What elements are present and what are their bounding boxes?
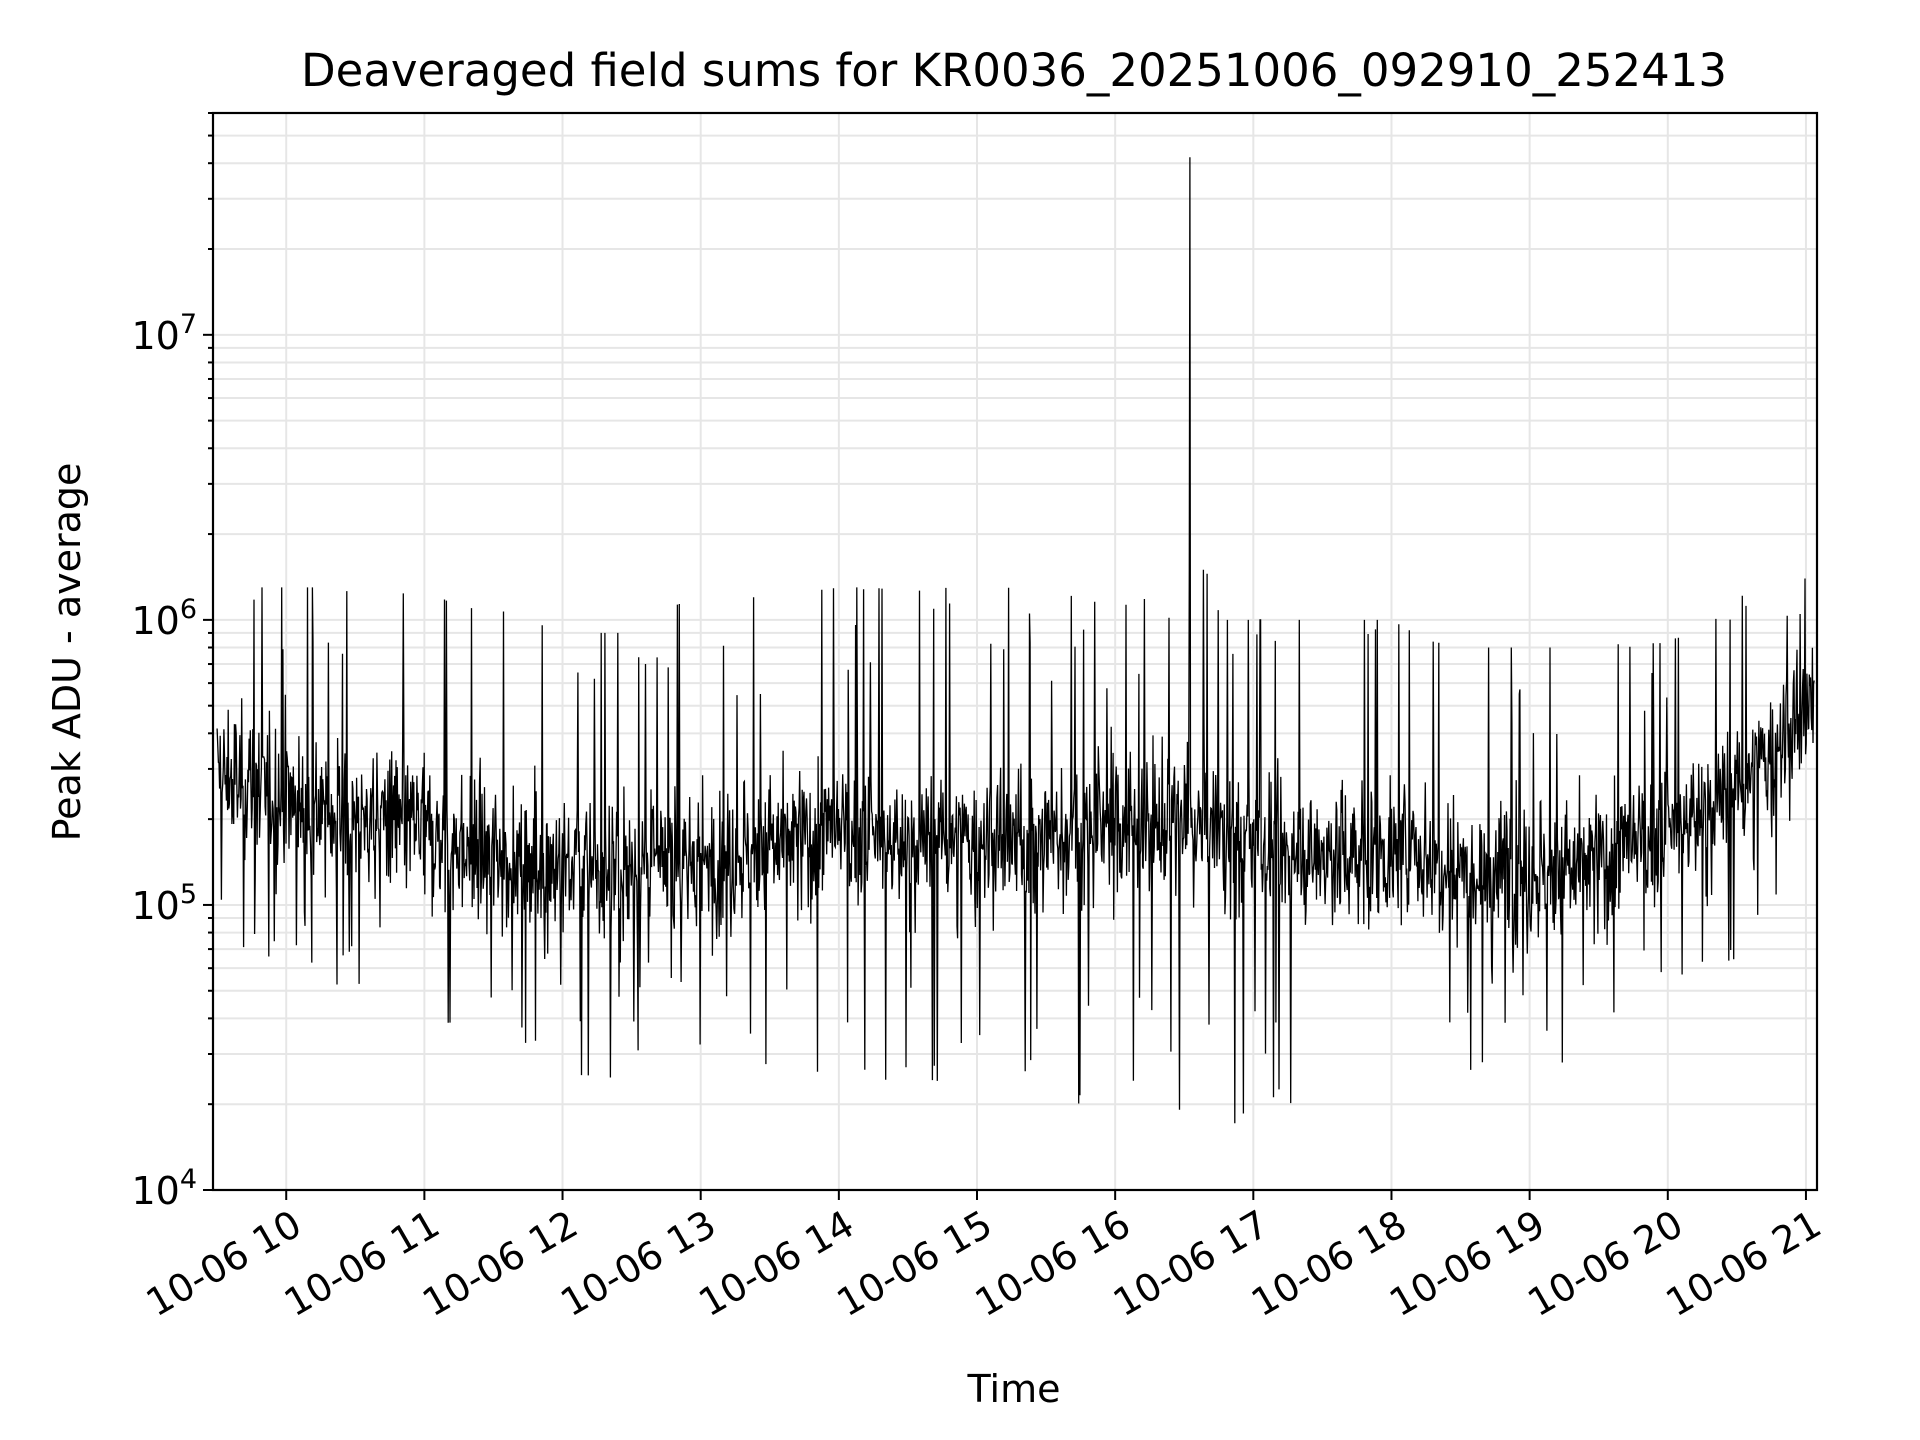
y-tick-label: 107 xyxy=(131,309,197,358)
y-tick-label-base: 10 xyxy=(131,314,179,358)
y-tick-label-exponent: 5 xyxy=(180,879,197,910)
y-tick-label-exponent: 4 xyxy=(180,1164,197,1195)
y-tick-label-base: 10 xyxy=(131,599,179,643)
plot-area-frame xyxy=(211,111,1819,1192)
chart-title: Deaveraged field sums for KR0036_2025100… xyxy=(301,44,1727,97)
y-tick-label-base: 10 xyxy=(131,884,179,928)
y-tick-label: 104 xyxy=(131,1164,197,1213)
y-tick-label: 105 xyxy=(131,879,197,928)
series-group xyxy=(216,157,1815,1124)
y-tick-label: 106 xyxy=(131,594,197,643)
y-tick-label-exponent: 6 xyxy=(180,594,197,625)
y-tick-label-base: 10 xyxy=(131,1169,179,1213)
x-axis-label: Time xyxy=(967,1367,1061,1411)
y-tick-label-exponent: 7 xyxy=(180,309,197,340)
series-line xyxy=(216,157,1815,1124)
y-axis-label: Peak ADU - average xyxy=(45,463,89,842)
